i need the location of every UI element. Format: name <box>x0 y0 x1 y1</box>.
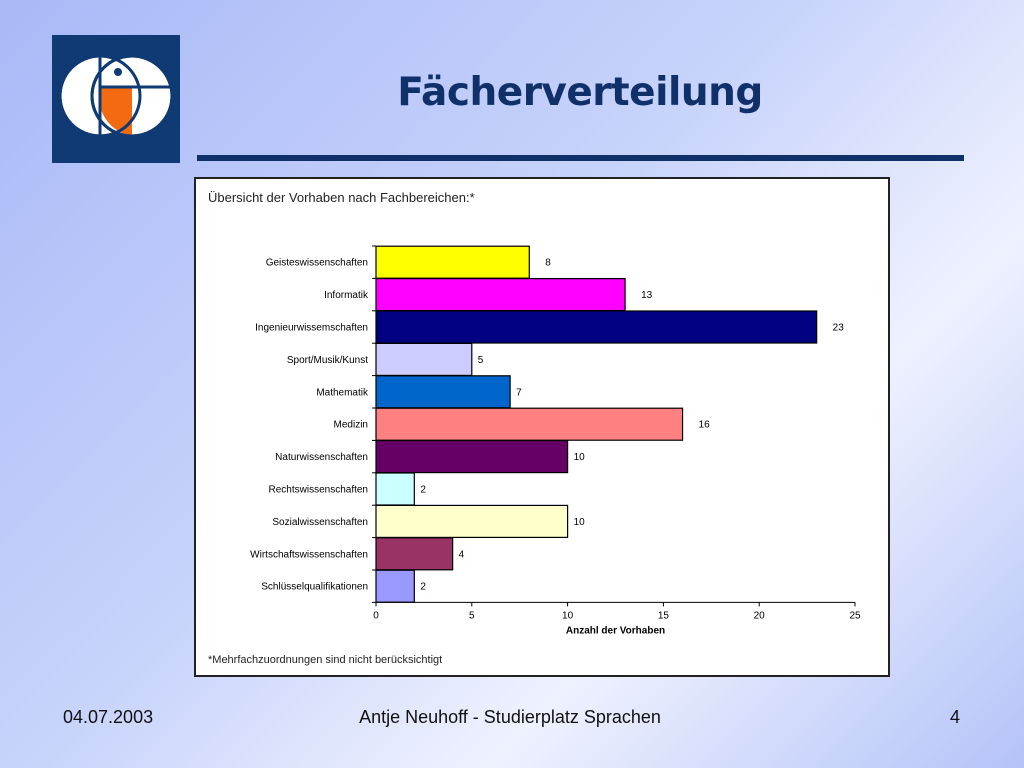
data-label: 5 <box>478 355 484 366</box>
footer-presenter: Antje Neuhoff - Studierplatz Sprachen <box>359 707 661 727</box>
category-label: Schlüsselqualifikationen <box>261 582 368 593</box>
page-title: Fächerverteilung <box>397 70 763 115</box>
chart-panel: Übersicht der Vorhaben nach Fachbereiche… <box>194 177 890 677</box>
category-label: Mathematik <box>316 387 369 398</box>
data-label: 8 <box>545 258 551 269</box>
x-tick-label: 0 <box>373 610 379 621</box>
data-label: 7 <box>516 387 522 398</box>
bar <box>375 277 626 312</box>
x-axis-title: Anzahl der Vorhaben <box>566 625 665 636</box>
category-label: Sozialwissenschaften <box>272 517 368 528</box>
data-label: 23 <box>833 323 845 334</box>
category-label: Wirtschaftswissenschaften <box>250 549 368 560</box>
category-label: Rechtswissenschaften <box>269 485 369 496</box>
category-label: Informatik <box>324 290 369 301</box>
bar <box>375 569 415 603</box>
footer-date: 04.07.2003 <box>63 707 154 727</box>
data-label: 16 <box>699 420 711 431</box>
category-label: Medizin <box>334 420 368 431</box>
bar <box>375 472 415 506</box>
x-tick-label: 5 <box>469 610 475 621</box>
category-label: Ingenieurwissemschaften <box>255 323 368 334</box>
bar <box>375 407 684 441</box>
bar-chart: Geisteswissenschaften 8 Informatik 13 Ingeni… <box>250 245 861 636</box>
data-label: 4 <box>459 549 465 560</box>
bar <box>375 342 473 376</box>
chart-footnote: *Mehrfachzuordnungen sind nicht berücksi… <box>208 654 443 666</box>
logo <box>52 35 180 163</box>
data-label: 2 <box>420 485 426 496</box>
data-label: 10 <box>574 517 586 528</box>
chart-title: Übersicht der Vorhaben nach Fachbereiche… <box>208 190 475 205</box>
logo-emblem-icon <box>58 54 174 138</box>
bar <box>375 245 530 279</box>
x-tick-label: 10 <box>562 610 574 621</box>
bar <box>375 375 511 409</box>
title-divider <box>197 155 964 161</box>
bar <box>375 537 454 571</box>
category-label: Naturwissenschaften <box>275 452 368 463</box>
bar <box>375 310 818 344</box>
x-tick-label: 15 <box>658 610 670 621</box>
bar <box>375 504 569 538</box>
bar <box>375 440 569 474</box>
x-tick-label: 25 <box>849 610 861 621</box>
page-number: 4 <box>949 707 960 727</box>
category-label: Geisteswissenschaften <box>266 258 368 269</box>
x-tick-label: 20 <box>754 610 766 621</box>
data-label: 13 <box>641 290 653 301</box>
category-label: Sport/Musik/Kunst <box>287 355 368 366</box>
data-label: 10 <box>574 452 586 463</box>
data-label: 2 <box>420 582 426 593</box>
